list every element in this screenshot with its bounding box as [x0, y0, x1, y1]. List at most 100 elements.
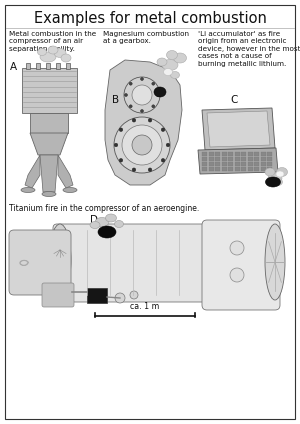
Ellipse shape — [42, 192, 56, 196]
Text: B: B — [112, 95, 119, 105]
Bar — [260, 152, 266, 156]
Bar — [221, 157, 226, 161]
FancyBboxPatch shape — [42, 283, 74, 307]
Bar — [208, 157, 214, 161]
Polygon shape — [40, 155, 58, 192]
Bar — [221, 167, 226, 170]
Text: 'Li accumulator' as fire
origin from an electronic
device, however in the most
c: 'Li accumulator' as fire origin from an … — [198, 31, 300, 67]
Circle shape — [115, 293, 125, 303]
Ellipse shape — [164, 69, 172, 75]
Text: Magnesium combustion
at a gearbox.: Magnesium combustion at a gearbox. — [103, 31, 189, 45]
Bar — [241, 157, 246, 161]
Bar — [235, 152, 239, 156]
Circle shape — [140, 109, 143, 112]
Circle shape — [152, 105, 155, 108]
Bar — [228, 157, 233, 161]
Circle shape — [122, 125, 162, 165]
Ellipse shape — [173, 53, 187, 63]
Ellipse shape — [38, 48, 46, 56]
Bar — [208, 152, 214, 156]
Bar — [260, 162, 266, 165]
Ellipse shape — [95, 218, 109, 226]
Circle shape — [114, 143, 118, 147]
Ellipse shape — [63, 187, 77, 192]
Bar — [267, 167, 272, 170]
Ellipse shape — [154, 87, 166, 97]
Ellipse shape — [40, 52, 56, 62]
Circle shape — [130, 291, 138, 299]
Polygon shape — [30, 133, 68, 155]
Polygon shape — [25, 155, 40, 188]
Bar — [36, 63, 40, 69]
Bar — [56, 63, 60, 69]
Bar — [241, 167, 246, 170]
Bar — [202, 157, 207, 161]
Bar — [87, 288, 107, 303]
FancyBboxPatch shape — [202, 220, 280, 310]
Ellipse shape — [265, 168, 275, 176]
Bar — [22, 68, 77, 113]
Bar — [254, 152, 259, 156]
Ellipse shape — [276, 171, 284, 177]
Ellipse shape — [266, 177, 280, 187]
Ellipse shape — [49, 224, 71, 296]
Circle shape — [148, 168, 152, 172]
Circle shape — [230, 268, 244, 282]
Ellipse shape — [157, 58, 167, 66]
Ellipse shape — [170, 72, 179, 78]
Circle shape — [230, 241, 244, 255]
Text: Titanium fire in the compressor of an aeroengine.: Titanium fire in the compressor of an ae… — [9, 204, 199, 213]
Circle shape — [161, 128, 165, 131]
Ellipse shape — [106, 214, 116, 222]
Circle shape — [148, 118, 152, 122]
Bar — [260, 157, 266, 161]
Ellipse shape — [167, 50, 178, 59]
Circle shape — [129, 105, 132, 108]
Bar — [202, 162, 207, 165]
Bar — [66, 63, 70, 69]
Bar — [208, 162, 214, 165]
Ellipse shape — [48, 46, 58, 54]
Circle shape — [132, 135, 152, 155]
Bar — [235, 167, 239, 170]
FancyBboxPatch shape — [53, 224, 226, 302]
Ellipse shape — [21, 187, 35, 192]
Bar — [248, 162, 253, 165]
Text: Metal combustion in the
compressor of an air
separation facility.: Metal combustion in the compressor of an… — [9, 31, 96, 52]
Bar — [254, 157, 259, 161]
Circle shape — [132, 85, 152, 105]
Ellipse shape — [53, 231, 67, 289]
Circle shape — [124, 94, 128, 97]
Polygon shape — [58, 155, 73, 188]
Text: A: A — [10, 62, 17, 72]
Circle shape — [119, 159, 123, 162]
Ellipse shape — [61, 54, 71, 62]
Circle shape — [140, 78, 143, 81]
Polygon shape — [207, 111, 270, 147]
Bar — [215, 157, 220, 161]
Bar — [228, 162, 233, 165]
Circle shape — [132, 118, 136, 122]
Circle shape — [166, 143, 170, 147]
Bar — [248, 152, 253, 156]
Ellipse shape — [265, 224, 285, 300]
Bar — [30, 113, 68, 133]
Ellipse shape — [98, 226, 116, 238]
Circle shape — [129, 82, 132, 85]
Bar — [248, 167, 253, 170]
Polygon shape — [198, 148, 278, 174]
Bar — [235, 162, 239, 165]
Circle shape — [132, 168, 136, 172]
Bar — [215, 167, 220, 170]
Bar — [267, 152, 272, 156]
Bar — [215, 152, 220, 156]
Bar — [221, 162, 226, 165]
Bar — [235, 157, 239, 161]
Bar — [228, 167, 233, 170]
Bar — [241, 162, 246, 165]
Ellipse shape — [54, 48, 66, 58]
Bar — [254, 167, 259, 170]
Text: D: D — [90, 215, 98, 225]
Ellipse shape — [162, 59, 178, 70]
Bar — [228, 152, 233, 156]
